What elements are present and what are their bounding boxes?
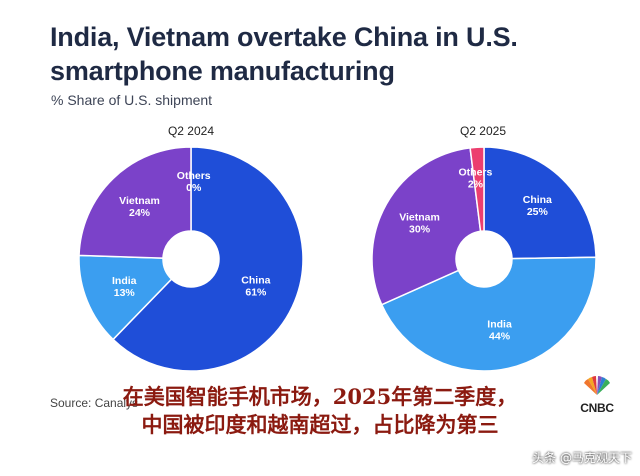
overlay-caption-line-1: 在美国智能手机市场，2025年第二季度， xyxy=(122,384,518,409)
slice-value-vietnam-q2-2024: 24% xyxy=(129,207,151,219)
pie-title-q2-2025: Q2 2025 xyxy=(459,124,507,138)
chart-subtitle: % Share of U.S. shipment xyxy=(51,92,213,108)
slice-value-china-q2-2024: 61% xyxy=(245,286,267,298)
slice-label-others-q2-2025: Others xyxy=(459,166,493,178)
source-note: Source: Canalys xyxy=(50,396,139,410)
peacock-icon xyxy=(584,376,610,395)
cnbc-logo: CNBC xyxy=(573,376,621,415)
watermark: 头条 @马克观天下 xyxy=(532,451,632,465)
slice-label-india-q2-2025: India xyxy=(487,318,512,330)
slice-value-india-q2-2024: 13% xyxy=(114,287,136,299)
donut-hole-q2-2025 xyxy=(456,231,512,287)
slice-value-india-q2-2025: 44% xyxy=(489,330,511,342)
overlay-caption-line-2: 中国被印度和越南超过，占比降为第三 xyxy=(141,412,499,437)
slice-label-vietnam-q2-2024: Vietnam xyxy=(119,195,160,207)
pie-title-q2-2024: Q2 2024 xyxy=(167,124,215,138)
slice-label-india-q2-2024: India xyxy=(112,275,137,287)
slice-value-others-q2-2025: 2% xyxy=(468,178,484,190)
slice-vietnam-q2-2025 xyxy=(371,147,482,306)
slice-label-china-q2-2024: China xyxy=(241,274,270,286)
slice-label-china-q2-2025: China xyxy=(523,194,552,206)
chart-title: India, Vietnam overtake China in U.S. sm… xyxy=(50,22,518,86)
slice-china-q2-2025 xyxy=(483,146,597,260)
slice-label-vietnam-q2-2025: Vietnam xyxy=(399,212,440,224)
slice-value-china-q2-2025: 25% xyxy=(527,206,549,218)
slice-label-others-q2-2024: Others xyxy=(177,170,211,182)
slice-value-others-q2-2024: 0% xyxy=(186,182,202,194)
donut-hole-q2-2024 xyxy=(163,231,219,287)
cnbc-logo-text: CNBC xyxy=(580,401,614,415)
slice-value-vietnam-q2-2025: 30% xyxy=(409,224,431,236)
